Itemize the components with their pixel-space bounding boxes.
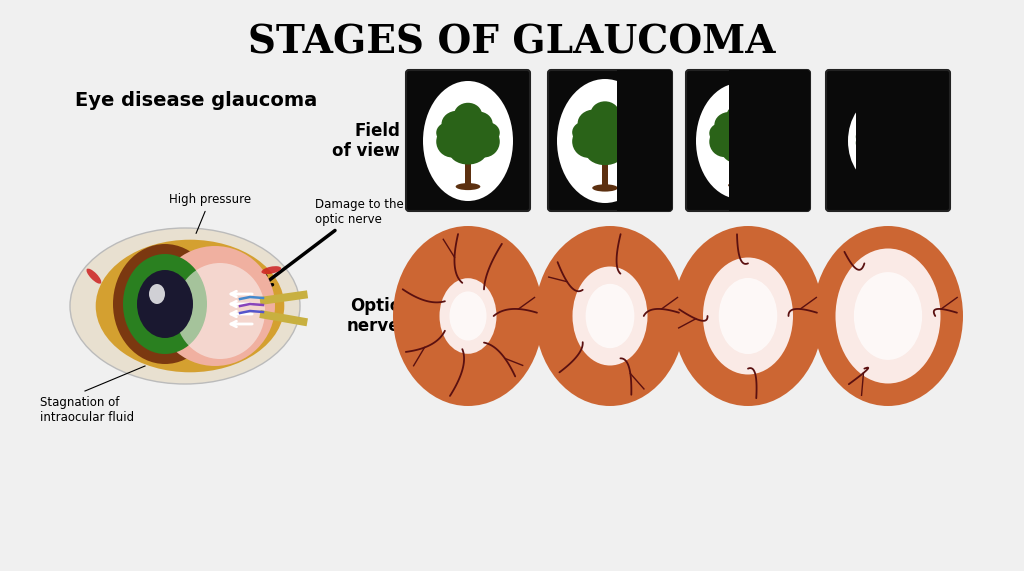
Ellipse shape: [436, 122, 461, 143]
Ellipse shape: [703, 258, 793, 375]
Text: Damage to the
optic nerve: Damage to the optic nerve: [260, 198, 403, 287]
Ellipse shape: [423, 81, 513, 201]
Text: Stage 1: Stage 1: [435, 189, 501, 204]
Ellipse shape: [883, 129, 900, 144]
Ellipse shape: [836, 248, 940, 384]
Ellipse shape: [710, 126, 740, 157]
Bar: [617, 63, 737, 219]
Ellipse shape: [868, 116, 888, 133]
Ellipse shape: [856, 132, 878, 154]
Ellipse shape: [864, 139, 892, 159]
Ellipse shape: [137, 270, 193, 338]
Ellipse shape: [439, 278, 497, 354]
Bar: [855, 89, 931, 194]
Ellipse shape: [468, 126, 500, 158]
Bar: [729, 69, 839, 214]
Ellipse shape: [605, 125, 638, 158]
Bar: [465, 164, 471, 188]
Ellipse shape: [441, 111, 473, 137]
Ellipse shape: [728, 182, 752, 188]
Ellipse shape: [736, 112, 764, 136]
Ellipse shape: [848, 99, 908, 183]
FancyBboxPatch shape: [406, 70, 530, 211]
Ellipse shape: [123, 254, 207, 354]
Bar: [259, 310, 308, 326]
Ellipse shape: [715, 112, 745, 138]
Ellipse shape: [572, 122, 598, 143]
Text: Stagnation of
intraocular fluid: Stagnation of intraocular fluid: [40, 396, 134, 424]
Ellipse shape: [86, 268, 101, 284]
Ellipse shape: [578, 110, 610, 137]
Bar: [855, 89, 931, 194]
FancyBboxPatch shape: [826, 70, 950, 211]
Ellipse shape: [155, 246, 275, 366]
Ellipse shape: [557, 79, 653, 203]
Text: Stage 3: Stage 3: [715, 189, 781, 204]
Text: Eye disease glaucoma: Eye disease glaucoma: [75, 91, 317, 110]
Ellipse shape: [175, 263, 265, 359]
Ellipse shape: [113, 244, 217, 364]
Ellipse shape: [572, 267, 647, 365]
Bar: [876, 158, 881, 176]
Text: Stage 4: Stage 4: [855, 189, 921, 204]
Ellipse shape: [456, 183, 480, 190]
Ellipse shape: [443, 111, 493, 155]
FancyBboxPatch shape: [686, 70, 810, 211]
Ellipse shape: [450, 291, 486, 340]
Bar: [729, 69, 839, 214]
Ellipse shape: [591, 101, 620, 127]
Ellipse shape: [535, 226, 685, 406]
Ellipse shape: [601, 110, 631, 136]
Ellipse shape: [721, 136, 759, 164]
FancyBboxPatch shape: [548, 70, 672, 211]
Ellipse shape: [580, 110, 631, 155]
Ellipse shape: [475, 122, 500, 143]
Ellipse shape: [716, 112, 764, 155]
Ellipse shape: [876, 122, 895, 139]
Ellipse shape: [70, 228, 300, 384]
Ellipse shape: [585, 136, 625, 165]
Ellipse shape: [612, 122, 638, 143]
Text: Field
of view: Field of view: [332, 122, 400, 160]
Text: STAGES OF GLAUCOMA: STAGES OF GLAUCOMA: [248, 23, 776, 61]
Ellipse shape: [719, 278, 777, 354]
Ellipse shape: [740, 126, 771, 157]
Text: High pressure: High pressure: [169, 193, 251, 234]
Ellipse shape: [673, 226, 823, 406]
Ellipse shape: [859, 121, 882, 140]
Ellipse shape: [393, 226, 543, 406]
Bar: [259, 291, 308, 305]
Ellipse shape: [746, 123, 771, 143]
Ellipse shape: [856, 129, 873, 144]
Ellipse shape: [572, 125, 605, 158]
Ellipse shape: [726, 104, 754, 128]
Ellipse shape: [710, 123, 733, 143]
Ellipse shape: [436, 126, 468, 158]
Bar: [617, 63, 737, 219]
Ellipse shape: [465, 111, 493, 136]
Ellipse shape: [878, 132, 900, 154]
Ellipse shape: [95, 240, 285, 372]
Bar: [602, 164, 608, 190]
Ellipse shape: [854, 272, 923, 360]
Ellipse shape: [696, 83, 784, 199]
Ellipse shape: [150, 284, 165, 304]
Ellipse shape: [261, 266, 282, 274]
Bar: [737, 163, 743, 187]
Ellipse shape: [449, 136, 487, 164]
Ellipse shape: [592, 184, 617, 192]
Ellipse shape: [869, 172, 887, 177]
Text: Optic
nerve: Optic nerve: [346, 296, 400, 335]
Ellipse shape: [861, 121, 895, 152]
Ellipse shape: [454, 103, 482, 127]
Ellipse shape: [813, 226, 963, 406]
Text: Stage 2: Stage 2: [578, 189, 643, 204]
Ellipse shape: [586, 284, 635, 348]
